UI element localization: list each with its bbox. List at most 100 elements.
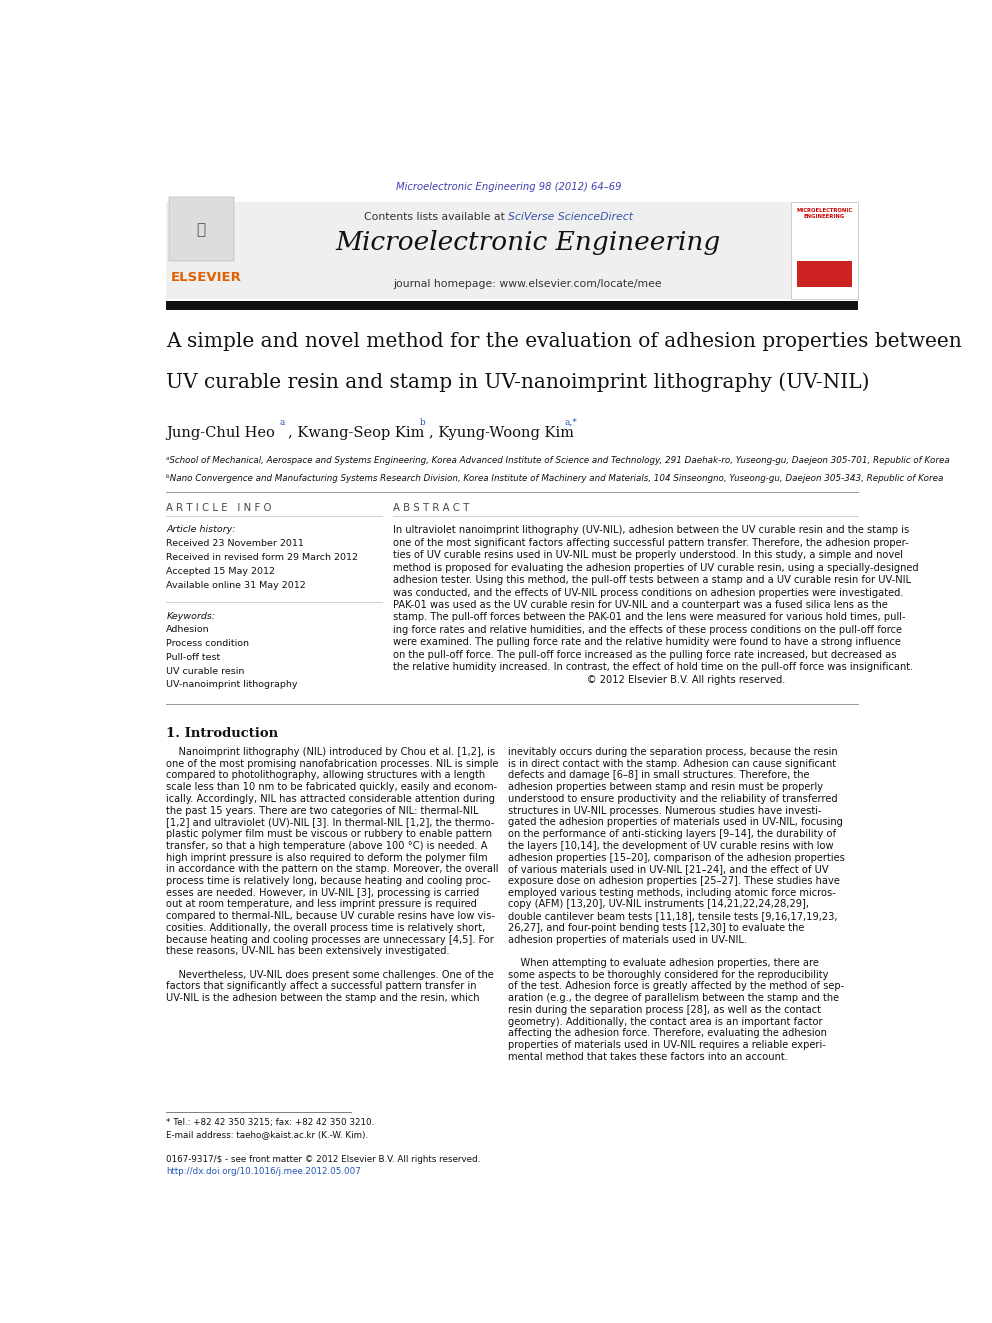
- Text: gated the adhesion properties of materials used in UV-NIL, focusing: gated the adhesion properties of materia…: [509, 818, 843, 827]
- Text: plastic polymer film must be viscous or rubbery to enable pattern: plastic polymer film must be viscous or …: [167, 830, 492, 839]
- Text: 1. Introduction: 1. Introduction: [167, 726, 279, 740]
- Text: http://dx.doi.org/10.1016/j.mee.2012.05.007: http://dx.doi.org/10.1016/j.mee.2012.05.…: [167, 1167, 361, 1176]
- Text: mental method that takes these factors into an account.: mental method that takes these factors i…: [509, 1052, 789, 1061]
- Text: A R T I C L E   I N F O: A R T I C L E I N F O: [167, 503, 272, 513]
- Text: , Kwang-Seop Kim: , Kwang-Seop Kim: [288, 426, 425, 439]
- Text: geometry). Additionally, the contact area is an important factor: geometry). Additionally, the contact are…: [509, 1016, 823, 1027]
- Text: structures in UV-NIL processes. Numerous studies have investi-: structures in UV-NIL processes. Numerous…: [509, 806, 822, 816]
- Text: 0167-9317/$ - see front matter © 2012 Elsevier B.V. All rights reserved.: 0167-9317/$ - see front matter © 2012 El…: [167, 1155, 480, 1164]
- Text: Contents lists available at: Contents lists available at: [364, 212, 509, 222]
- Bar: [167, 302, 858, 310]
- Text: Nanoimprint lithography (NIL) introduced by Chou et al. [1,2], is: Nanoimprint lithography (NIL) introduced…: [167, 747, 495, 757]
- Text: was conducted, and the effects of UV-NIL process conditions on adhesion properti: was conducted, and the effects of UV-NIL…: [393, 587, 904, 598]
- Text: E-mail address: taeho@kaist.ac.kr (K.-W. Kim).: E-mail address: taeho@kaist.ac.kr (K.-W.…: [167, 1131, 368, 1139]
- Text: cosities. Additionally, the overall process time is relatively short,: cosities. Additionally, the overall proc…: [167, 923, 485, 933]
- Text: were examined. The pulling force rate and the relative humidity were found to ha: were examined. The pulling force rate an…: [393, 638, 901, 647]
- Text: * Tel.: +82 42 350 3215; fax: +82 42 350 3210.: * Tel.: +82 42 350 3215; fax: +82 42 350…: [167, 1118, 375, 1127]
- Text: ties of UV curable resins used in UV-NIL must be properly understood. In this st: ties of UV curable resins used in UV-NIL…: [393, 550, 903, 561]
- Text: on the pull-off force. The pull-off force increased as the pulling force rate in: on the pull-off force. The pull-off forc…: [393, 650, 897, 660]
- Text: adhesion properties between stamp and resin must be properly: adhesion properties between stamp and re…: [509, 782, 823, 792]
- Text: , Kyung-Woong Kim: , Kyung-Woong Kim: [430, 426, 574, 439]
- Text: journal homepage: www.elsevier.com/locate/mee: journal homepage: www.elsevier.com/locat…: [393, 279, 662, 290]
- Text: UV-NIL is the adhesion between the stamp and the resin, which: UV-NIL is the adhesion between the stamp…: [167, 994, 480, 1003]
- Text: the relative humidity increased. In contrast, the effect of hold time on the pul: the relative humidity increased. In cont…: [393, 663, 914, 672]
- Text: Process condition: Process condition: [167, 639, 249, 648]
- Text: Adhesion: Adhesion: [167, 626, 210, 634]
- Text: adhesion properties [15–20], comparison of the adhesion properties: adhesion properties [15–20], comparison …: [509, 852, 845, 863]
- Text: adhesion properties of materials used in UV-NIL.: adhesion properties of materials used in…: [509, 934, 747, 945]
- Text: method is proposed for evaluating the adhesion properties of UV curable resin, u: method is proposed for evaluating the ad…: [393, 562, 919, 573]
- Text: resin during the separation process [28], as well as the contact: resin during the separation process [28]…: [509, 1004, 821, 1015]
- Text: of various materials used in UV-NIL [21–24], and the effect of UV: of various materials used in UV-NIL [21–…: [509, 864, 829, 875]
- Text: Jung-Chul Heo: Jung-Chul Heo: [167, 426, 275, 439]
- Text: the past 15 years. There are two categories of NIL: thermal-NIL: the past 15 years. There are two categor…: [167, 806, 479, 816]
- Text: ELSEVIER: ELSEVIER: [171, 271, 242, 284]
- Text: When attempting to evaluate adhesion properties, there are: When attempting to evaluate adhesion pro…: [509, 958, 819, 968]
- Text: double cantilever beam tests [11,18], tensile tests [9,16,17,19,23,: double cantilever beam tests [11,18], te…: [509, 912, 838, 921]
- Text: [1,2] and ultraviolet (UV)-NIL [3]. In thermal-NIL [1,2], the thermo-: [1,2] and ultraviolet (UV)-NIL [3]. In t…: [167, 818, 495, 827]
- Text: is in direct contact with the stamp. Adhesion can cause significant: is in direct contact with the stamp. Adh…: [509, 759, 836, 769]
- Text: PAK-01 was used as the UV curable resin for UV-NIL and a counterpart was a fused: PAK-01 was used as the UV curable resin …: [393, 601, 888, 610]
- Text: A simple and novel method for the evaluation of adhesion properties between: A simple and novel method for the evalua…: [167, 332, 962, 351]
- Text: affecting the adhesion force. Therefore, evaluating the adhesion: affecting the adhesion force. Therefore,…: [509, 1028, 827, 1039]
- Text: the layers [10,14], the development of UV curable resins with low: the layers [10,14], the development of U…: [509, 841, 834, 851]
- Text: ically. Accordingly, NIL has attracted considerable attention during: ically. Accordingly, NIL has attracted c…: [167, 794, 495, 804]
- Text: of the test. Adhesion force is greatly affected by the method of sep-: of the test. Adhesion force is greatly a…: [509, 982, 844, 991]
- Text: A B S T R A C T: A B S T R A C T: [393, 503, 469, 513]
- Text: factors that significantly affect a successful pattern transfer in: factors that significantly affect a succ…: [167, 982, 477, 991]
- Text: UV curable resin: UV curable resin: [167, 667, 245, 676]
- Text: Keywords:: Keywords:: [167, 611, 215, 620]
- Text: in accordance with the pattern on the stamp. Moreover, the overall: in accordance with the pattern on the st…: [167, 864, 499, 875]
- Text: Article history:: Article history:: [167, 525, 236, 534]
- Text: scale less than 10 nm to be fabricated quickly, easily and econom-: scale less than 10 nm to be fabricated q…: [167, 782, 498, 792]
- Text: defects and damage [6–8] in small structures. Therefore, the: defects and damage [6–8] in small struct…: [509, 770, 809, 781]
- Text: Microelectronic Engineering 98 (2012) 64–69: Microelectronic Engineering 98 (2012) 64…: [396, 183, 621, 192]
- Text: understood to ensure productivity and the reliability of transferred: understood to ensure productivity and th…: [509, 794, 838, 804]
- Text: inevitably occurs during the separation process, because the resin: inevitably occurs during the separation …: [509, 747, 838, 757]
- Text: Nevertheless, UV-NIL does present some challenges. One of the: Nevertheless, UV-NIL does present some c…: [167, 970, 494, 979]
- Text: high imprint pressure is also required to deform the polymer film: high imprint pressure is also required t…: [167, 852, 488, 863]
- Text: stamp. The pull-off forces between the PAK-01 and the lens were measured for var: stamp. The pull-off forces between the P…: [393, 613, 906, 623]
- Text: ᵃSchool of Mechanical, Aerospace and Systems Engineering, Korea Advanced Institu: ᵃSchool of Mechanical, Aerospace and Sys…: [167, 456, 950, 466]
- Text: 26,27], and four-point bending tests [12,30] to evaluate the: 26,27], and four-point bending tests [12…: [509, 923, 805, 933]
- Text: copy (AFM) [13,20], UV-NIL instruments [14,21,22,24,28,29],: copy (AFM) [13,20], UV-NIL instruments […: [509, 900, 809, 909]
- Text: a,*: a,*: [564, 418, 577, 426]
- Text: aration (e.g., the degree of parallelism between the stamp and the: aration (e.g., the degree of parallelism…: [509, 994, 839, 1003]
- Text: Received in revised form 29 March 2012: Received in revised form 29 March 2012: [167, 553, 358, 562]
- Text: these reasons, UV-NIL has been extensively investigated.: these reasons, UV-NIL has been extensive…: [167, 946, 450, 957]
- Text: compared to photolithography, allowing structures with a length: compared to photolithography, allowing s…: [167, 770, 485, 781]
- Text: process time is relatively long, because heating and cooling proc-: process time is relatively long, because…: [167, 876, 491, 886]
- Text: some aspects to be thoroughly considered for the reproducibility: some aspects to be thoroughly considered…: [509, 970, 829, 979]
- Text: Accepted 15 May 2012: Accepted 15 May 2012: [167, 566, 276, 576]
- Text: properties of materials used in UV-NIL requires a reliable experi-: properties of materials used in UV-NIL r…: [509, 1040, 826, 1050]
- Text: b: b: [420, 418, 426, 426]
- Text: 🌲: 🌲: [196, 222, 205, 238]
- Text: Pull-off test: Pull-off test: [167, 652, 220, 662]
- Text: Available online 31 May 2012: Available online 31 May 2012: [167, 581, 307, 590]
- Text: compared to thermal-NIL, because UV curable resins have low vis-: compared to thermal-NIL, because UV cura…: [167, 912, 495, 921]
- Text: SciVerse ScienceDirect: SciVerse ScienceDirect: [509, 212, 634, 222]
- Text: MICROELECTRONIC
ENGINEERING: MICROELECTRONIC ENGINEERING: [797, 208, 852, 218]
- Bar: [797, 261, 852, 287]
- Text: out at room temperature, and less imprint pressure is required: out at room temperature, and less imprin…: [167, 900, 477, 909]
- Text: UV-nanoimprint lithography: UV-nanoimprint lithography: [167, 680, 298, 689]
- Text: Microelectronic Engineering: Microelectronic Engineering: [335, 230, 720, 255]
- Text: ing force rates and relative humidities, and the effects of these process condit: ing force rates and relative humidities,…: [393, 624, 902, 635]
- Text: ᵇNano Convergence and Manufacturing Systems Research Division, Korea Institute o: ᵇNano Convergence and Manufacturing Syst…: [167, 474, 943, 483]
- Text: In ultraviolet nanoimprint lithography (UV-NIL), adhesion between the UV curable: In ultraviolet nanoimprint lithography (…: [393, 525, 910, 536]
- Text: exposure dose on adhesion properties [25–27]. These studies have: exposure dose on adhesion properties [25…: [509, 876, 840, 886]
- Bar: [791, 201, 858, 299]
- Text: because heating and cooling processes are unnecessary [4,5]. For: because heating and cooling processes ar…: [167, 934, 494, 945]
- Text: employed various testing methods, including atomic force micros-: employed various testing methods, includ…: [509, 888, 836, 897]
- Text: esses are needed. However, in UV-NIL [3], processing is carried: esses are needed. However, in UV-NIL [3]…: [167, 888, 479, 897]
- Text: one of the most significant factors affecting successful pattern transfer. There: one of the most significant factors affe…: [393, 538, 909, 548]
- Bar: [167, 201, 858, 299]
- Text: transfer, so that a high temperature (above 100 °C) is needed. A: transfer, so that a high temperature (ab…: [167, 841, 488, 851]
- Text: adhesion tester. Using this method, the pull-off tests between a stamp and a UV : adhesion tester. Using this method, the …: [393, 576, 911, 585]
- Text: on the performance of anti-sticking layers [9–14], the durability of: on the performance of anti-sticking laye…: [509, 830, 836, 839]
- Text: a: a: [280, 418, 285, 426]
- Bar: [169, 197, 234, 261]
- Text: UV curable resin and stamp in UV-nanoimprint lithography (UV-NIL): UV curable resin and stamp in UV-nanoimp…: [167, 373, 870, 393]
- Text: Received 23 November 2011: Received 23 November 2011: [167, 540, 305, 548]
- Text: © 2012 Elsevier B.V. All rights reserved.: © 2012 Elsevier B.V. All rights reserved…: [393, 675, 786, 684]
